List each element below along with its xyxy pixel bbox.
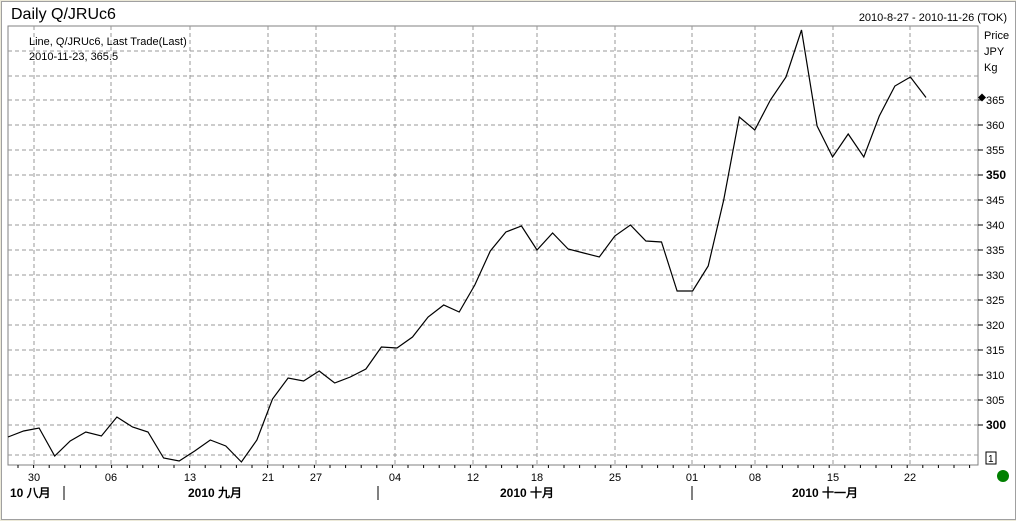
last-value-marker: [978, 93, 986, 102]
x-tick-label: 04: [389, 472, 401, 484]
x-tick-label: 30: [28, 472, 40, 484]
y-tick-label: 305: [986, 395, 1004, 407]
pane-index-box: [985, 451, 997, 465]
y-tick-label: 360: [986, 120, 1004, 132]
x-tick-label: 08: [749, 472, 761, 484]
legend-series: Line, Q/JRUc6, Last Trade(Last): [29, 36, 187, 48]
month-label: 2010 十月: [500, 485, 554, 500]
axis-unit-label: Price: [984, 30, 1009, 42]
x-tick-label: 27: [310, 472, 322, 484]
chart-title: Daily Q/JRUc6: [11, 6, 116, 23]
x-tick-label: 18: [531, 472, 543, 484]
month-label: 2010 十一月: [792, 485, 858, 500]
pane-index-label: 1: [988, 454, 994, 465]
month-label: 10 八月: [10, 486, 51, 500]
x-tick-label: 01: [686, 472, 698, 484]
x-tick-label: 06: [105, 472, 117, 484]
y-tick-label: 365: [986, 95, 1004, 107]
y-tick-label: 315: [986, 345, 1004, 357]
y-tick-label: 355: [986, 145, 1004, 157]
y-tick-label: 310: [986, 370, 1004, 382]
y-tick-label: 335: [986, 245, 1004, 257]
price-line: [7, 29, 927, 463]
y-tick-label: 350: [986, 168, 1006, 182]
x-tick-label: 12: [467, 472, 479, 484]
y-tick-label: 325: [986, 295, 1004, 307]
y-tick-label: 330: [986, 270, 1004, 282]
x-tick-label: 22: [904, 472, 916, 484]
x-tick-label: 25: [609, 472, 621, 484]
x-tick-label: 15: [827, 472, 839, 484]
y-tick-label: 320: [986, 320, 1004, 332]
axis-unit-label: JPY: [984, 46, 1005, 58]
y-tick-label: 340: [986, 220, 1004, 232]
month-label: 2010 九月: [188, 485, 242, 500]
x-tick-label: 13: [184, 472, 196, 484]
y-tick-label: 300: [986, 418, 1006, 432]
y-tick-label: 345: [986, 195, 1004, 207]
axis-unit-label: Kg: [984, 62, 997, 74]
status-indicator-icon[interactable]: [997, 470, 1009, 482]
plot-area: [7, 25, 979, 466]
legend-value: 2010-11-23, 365.5: [29, 51, 118, 63]
x-tick-label: 21: [262, 472, 274, 484]
date-range: 2010-8-27 - 2010-11-26 (TOK): [858, 12, 1007, 24]
